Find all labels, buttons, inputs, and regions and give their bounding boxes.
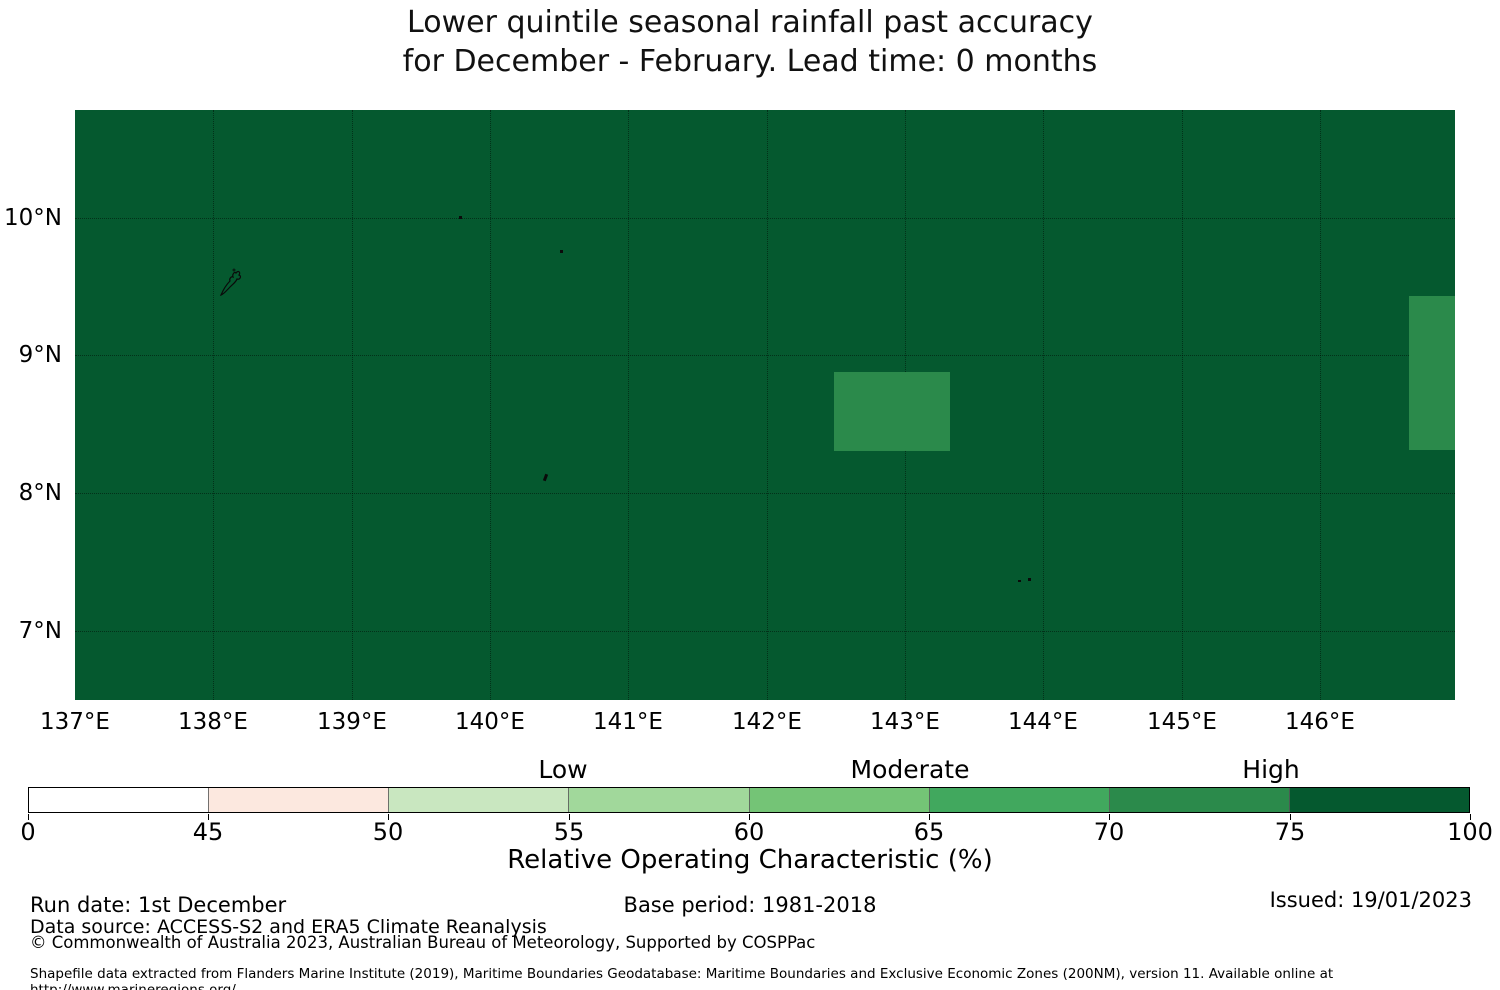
colorbar-segment-70-75 — [1108, 788, 1289, 812]
gridline-145e — [1182, 110, 1183, 700]
issued-date-text: Issued: 19/01/2023 — [1269, 888, 1472, 912]
data-source-text: Data source: ACCESS-S2 and ERA5 Climate … — [30, 916, 547, 938]
colorbar-tick — [1109, 814, 1110, 820]
x-tick-141e: 141°E — [593, 709, 663, 735]
colorbar-tick — [569, 814, 570, 820]
colorbar-tick — [929, 814, 930, 820]
colorbar-label-moderate: Moderate — [850, 755, 970, 784]
islet-speck-icon — [459, 216, 462, 219]
x-tick-144e: 144°E — [1008, 709, 1078, 735]
colorbar-tick — [388, 814, 389, 820]
gridline-138e — [213, 110, 214, 700]
colorbar-segment-60-65 — [748, 788, 929, 812]
colorbar-segment-50-55 — [388, 788, 569, 812]
chart-title: Lower quintile seasonal rainfall past ac… — [0, 3, 1500, 81]
colorbar[interactable] — [28, 787, 1470, 813]
base-period-text: Base period: 1981-2018 — [623, 893, 877, 917]
x-tick-142e: 142°E — [732, 709, 802, 735]
colorbar-axis-label: Relative Operating Characteristic (%) — [507, 845, 993, 875]
islet-speck-icon — [1018, 580, 1021, 582]
gridline-144e — [1043, 110, 1044, 700]
colorbar-label-low: Low — [538, 755, 588, 784]
colorbar-tick-45: 45 — [192, 818, 224, 846]
shapefile-attribution-text: Shapefile data extracted from Flanders M… — [30, 966, 1334, 990]
y-tick-10n: 10°N — [4, 205, 62, 231]
colorbar-tick-50: 50 — [372, 818, 404, 846]
copyright-text: © Commonwealth of Australia 2023, Austra… — [30, 933, 816, 952]
colorbar-tick — [28, 814, 29, 820]
colorbar-tick-65: 65 — [913, 818, 945, 846]
y-tick-7n: 7°N — [18, 618, 62, 644]
x-tick-140e: 140°E — [455, 709, 525, 735]
colorbar-tick-0: 0 — [20, 818, 36, 846]
colorbar-tick — [1470, 814, 1471, 820]
gridline-139e — [352, 110, 353, 700]
colorbar-tick-60: 60 — [733, 818, 765, 846]
run-date-text: Run date: 1st December — [30, 893, 287, 917]
gridline-140e — [490, 110, 491, 700]
chart-title-line2: for December - February. Lead time: 0 mo… — [402, 44, 1098, 79]
chart-title-line1: Lower quintile seasonal rainfall past ac… — [407, 5, 1093, 40]
colorbar-tick-75: 75 — [1274, 818, 1306, 846]
colorbar-segment-65-70 — [928, 788, 1109, 812]
gridline-141e — [628, 110, 629, 700]
colorbar-segment-55-60 — [568, 788, 749, 812]
colorbar-tick — [1290, 814, 1291, 820]
gridline-9n — [75, 355, 1455, 356]
gridline-8n — [75, 493, 1455, 494]
y-tick-8n: 8°N — [18, 480, 62, 506]
x-tick-139e: 139°E — [317, 709, 387, 735]
map-plot-area[interactable] — [75, 110, 1455, 700]
x-tick-145e: 145°E — [1147, 709, 1217, 735]
gridline-142e — [767, 110, 768, 700]
islet-speck-icon — [1028, 578, 1031, 581]
gridline-146e — [1320, 110, 1321, 700]
x-tick-138e: 138°E — [178, 709, 248, 735]
roc-70-75-patch-central — [834, 372, 950, 451]
roc-70-75-patch-east — [1409, 296, 1455, 450]
colorbar-segment-45-50 — [208, 788, 389, 812]
colorbar-label-high: High — [1242, 755, 1300, 784]
y-tick-9n: 9°N — [18, 342, 62, 368]
gridline-7n — [75, 631, 1455, 632]
colorbar-tick — [749, 814, 750, 820]
x-tick-137e: 137°E — [40, 709, 110, 735]
colorbar-tick-100: 100 — [1447, 818, 1493, 846]
islet-speck-icon — [542, 473, 549, 482]
colorbar-segment-0-45 — [29, 788, 209, 812]
islet-speck-icon — [560, 250, 563, 253]
colorbar-tick-70: 70 — [1093, 818, 1125, 846]
x-tick-143e: 143°E — [870, 709, 940, 735]
island-coastline-icon — [219, 268, 242, 296]
colorbar-tick — [208, 814, 209, 820]
gridline-10n — [75, 218, 1455, 219]
colorbar-tick-55: 55 — [553, 818, 585, 846]
colorbar-segment-75-100 — [1288, 788, 1469, 812]
x-tick-146e: 146°E — [1285, 709, 1355, 735]
